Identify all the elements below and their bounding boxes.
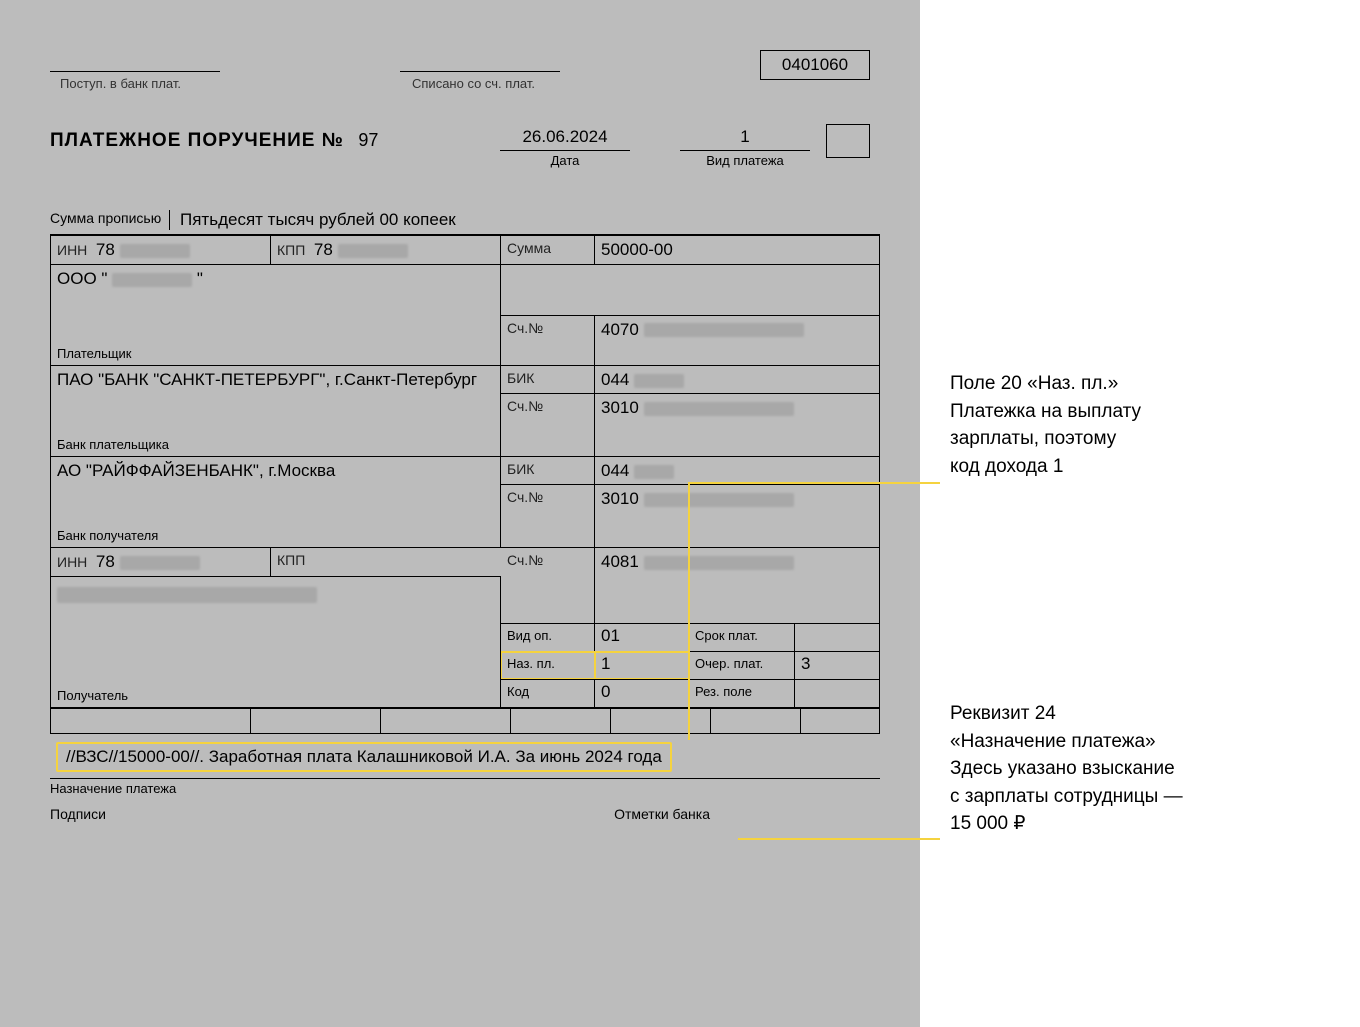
- main-grid: ИНН 78 КПП 78 Сумма 50000-00 ООО " " Пла…: [50, 235, 880, 708]
- date-value: 26.06.2024: [500, 127, 630, 151]
- recv-bank-name: АО "РАЙФФАЙЗЕНБАНК", г.Москва: [57, 461, 335, 480]
- recv-bank-label: Поступ. в банк плат.: [60, 76, 181, 91]
- debit-label: Списано со сч. плат.: [412, 76, 535, 91]
- signatures-label: Подписи: [50, 806, 614, 822]
- recv-inn-label: ИНН: [57, 554, 87, 570]
- connector-line-1: [688, 482, 940, 484]
- srok-plat-label: Срок плат.: [689, 624, 795, 651]
- sum-in-words-row: Сумма прописью Пятьдесят тысяч рублей 00…: [50, 210, 880, 235]
- recv-kpp-label: КПП: [277, 552, 305, 568]
- header-row: Поступ. в банк плат. Списано со сч. плат…: [50, 50, 880, 110]
- payer-name: ООО " ": [57, 269, 203, 288]
- payment-type-label: Вид платежа: [680, 153, 810, 168]
- recv-bank-acct-label: Сч.№: [501, 485, 595, 547]
- recv-acct-label: Сч.№: [501, 548, 595, 623]
- kod-label: Код: [501, 680, 595, 707]
- payer-kpp-label: КПП: [277, 242, 305, 258]
- vid-op-label: Вид оп.: [501, 624, 595, 651]
- payment-type-value: 1: [680, 127, 810, 151]
- title-row: ПЛАТЕЖНОЕ ПОРУЧЕНИЕ № 97 26.06.2024 Дата…: [50, 130, 880, 200]
- bank-marks-label: Отметки банка: [614, 806, 710, 822]
- sum-words-label: Сумма прописью: [50, 210, 170, 230]
- payer-bank-label: Банк плательщика: [57, 437, 169, 452]
- vid-op-value: 01: [595, 624, 689, 651]
- annotations-panel: Поле 20 «Наз. пл.» Платежка на выплату з…: [950, 0, 1330, 838]
- signatures-row: Подписи Отметки банка: [50, 806, 880, 822]
- payer-bank-bik-value: 044: [595, 366, 879, 393]
- payer-inn-label: ИНН: [57, 242, 87, 258]
- note-field-20: Поле 20 «Наз. пл.» Платежка на выплату з…: [950, 370, 1330, 480]
- payer-kpp-value: 78: [309, 240, 407, 259]
- sum-words-value: Пятьдесят тысяч рублей 00 копеек: [170, 210, 880, 230]
- naz-pl-label: Наз. пл.: [501, 652, 595, 679]
- recv-bank-acct-value: 3010: [595, 485, 879, 547]
- payment-purpose-label: Назначение платежа: [50, 781, 880, 796]
- recv-bank-bik-label: БИК: [501, 457, 595, 484]
- recv-acct-value: 4081: [595, 548, 879, 623]
- sum-value: 50000-00: [595, 236, 879, 264]
- ocher-plat-value: 3: [795, 652, 879, 679]
- payer-acct-label: Сч.№: [501, 316, 595, 366]
- connector-line-2: [738, 838, 940, 840]
- payer-bank-acct-label: Сч.№: [501, 394, 595, 456]
- connector-line-1v: [688, 482, 690, 740]
- rez-pole-label: Рез. поле: [689, 680, 795, 707]
- payment-purpose-text: //ВЗС//15000-00//. Заработная плата Кала…: [56, 742, 672, 772]
- kod-value: 0: [595, 680, 689, 707]
- payer-bank-acct-value: 3010: [595, 394, 879, 456]
- sum-label: Сумма: [501, 236, 595, 264]
- date-label: Дата: [500, 153, 630, 168]
- recv-bank-bik-value: 044: [595, 457, 879, 484]
- ocher-plat-label: Очер. плат.: [689, 652, 795, 679]
- stamp-box: [826, 124, 870, 158]
- tax-fields-strip: [50, 708, 880, 734]
- note-requisite-24: Реквизит 24 «Назначение платежа» Здесь у…: [950, 700, 1330, 838]
- form-title: ПЛАТЕЖНОЕ ПОРУЧЕНИЕ №: [50, 130, 344, 151]
- recv-inn-value: 78: [91, 552, 199, 571]
- payment-purpose-row: //ВЗС//15000-00//. Заработная плата Кала…: [50, 734, 880, 779]
- payment-order-form: Поступ. в банк плат. Списано со сч. плат…: [0, 0, 920, 1027]
- payer-inn-value: 78: [91, 240, 189, 259]
- payer-acct-value: 4070: [595, 316, 879, 366]
- recv-bank-label: Банк получателя: [57, 528, 158, 543]
- payer-bank-bik-label: БИК: [501, 366, 595, 393]
- okud-code: 0401060: [760, 50, 870, 80]
- payer-label: Плательщик: [57, 346, 131, 361]
- naz-pl-value: 1: [595, 652, 689, 679]
- form-number: 97: [358, 130, 378, 150]
- payer-bank-name: ПАО "БАНК "САНКТ-ПЕТЕРБУРГ", г.Санкт-Пет…: [57, 370, 477, 389]
- receiver-label: Получатель: [57, 688, 128, 703]
